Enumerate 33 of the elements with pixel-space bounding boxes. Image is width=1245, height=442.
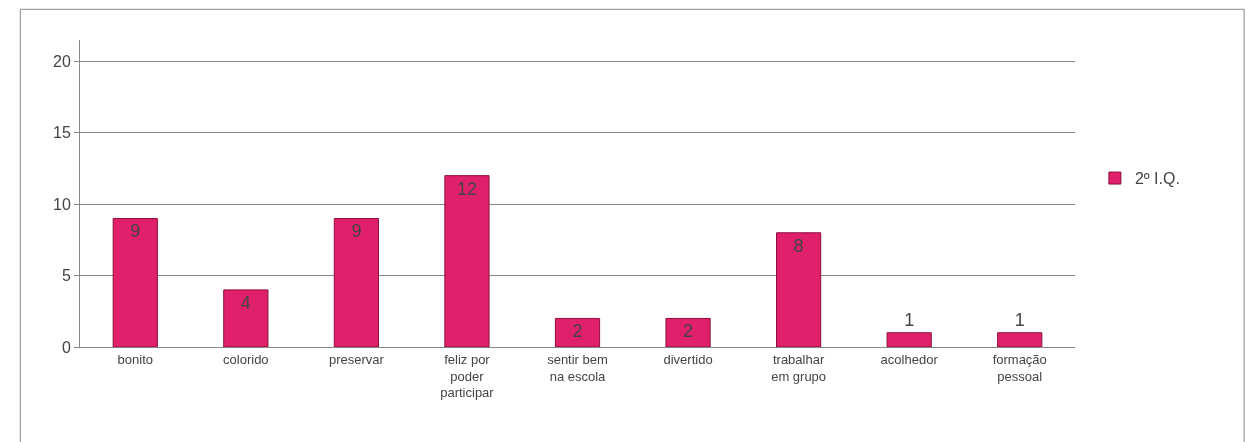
- x-tick-label: formação pessoal: [992, 351, 1047, 384]
- bar: [997, 332, 1043, 347]
- bar: [444, 175, 490, 347]
- y-tick-label: 5: [61, 267, 71, 285]
- data-label: 1: [1014, 309, 1025, 330]
- bar: [112, 217, 158, 347]
- data-label: 1: [904, 309, 915, 330]
- bar: [776, 232, 822, 347]
- x-tick-label: sentir bem na escola: [547, 351, 608, 384]
- bar: [886, 332, 932, 347]
- bar: [665, 317, 711, 347]
- x-tick-label: colorido: [223, 351, 269, 367]
- y-tick-label: 15: [53, 124, 71, 142]
- data-label: 2: [572, 321, 583, 342]
- x-tick-label: feliz por poder participar: [440, 351, 495, 401]
- x-tick-label: acolhedor: [880, 351, 939, 367]
- bar: [333, 217, 379, 347]
- bar: [554, 317, 601, 347]
- y-tick-label: 20: [53, 53, 71, 71]
- x-tick-label: divertido: [663, 351, 713, 367]
- x-tick-label: preservar: [328, 351, 385, 367]
- x-tick-label: trabalhar em grupo: [771, 351, 827, 384]
- data-label: 4: [240, 292, 251, 313]
- data-label: 8: [793, 235, 804, 256]
- y-tick-label: 10: [53, 195, 71, 213]
- data-label: 12: [456, 178, 477, 199]
- bar: [223, 289, 269, 347]
- x-tick-label: bonito: [117, 351, 153, 367]
- data-label: 9: [130, 221, 141, 242]
- data-label: 9: [351, 221, 362, 242]
- legend-label: 2º I.Q.: [1134, 170, 1180, 188]
- data-label: 2: [683, 321, 694, 342]
- y-tick-label: 0: [61, 338, 71, 356]
